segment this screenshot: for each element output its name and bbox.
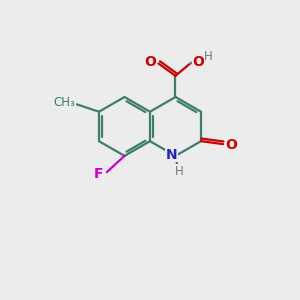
- Text: O: O: [144, 55, 156, 69]
- Text: F: F: [94, 167, 103, 181]
- Text: H: H: [175, 165, 183, 178]
- Text: O: O: [225, 138, 237, 152]
- Text: H: H: [204, 50, 213, 63]
- Text: N: N: [166, 148, 178, 162]
- Text: O: O: [193, 55, 204, 69]
- Text: CH₃: CH₃: [54, 96, 75, 110]
